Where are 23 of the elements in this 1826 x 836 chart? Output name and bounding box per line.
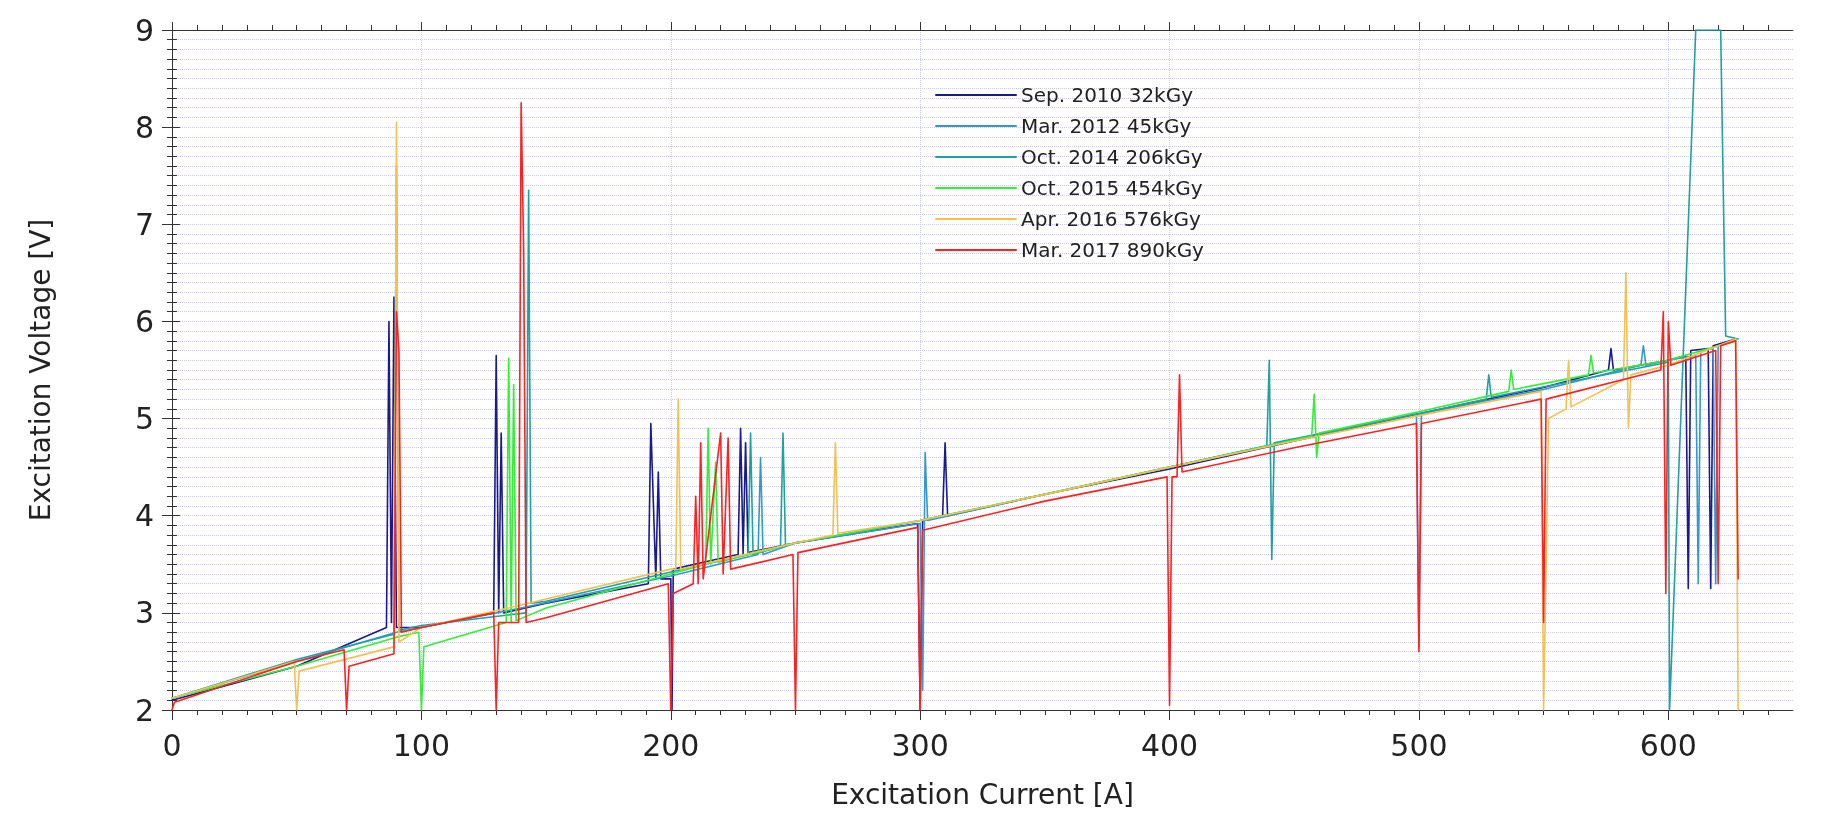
legend-label: Mar. 2017 890kGy bbox=[1021, 238, 1205, 262]
x-tick-label: 600 bbox=[1639, 727, 1697, 763]
y-tick-label: 6 bbox=[134, 303, 154, 339]
y-tick-label: 4 bbox=[134, 498, 154, 534]
y-axis-title: Excitation Voltage [V] bbox=[23, 218, 57, 522]
x-axis-title: Excitation Current [A] bbox=[831, 777, 1134, 811]
y-tick-label: 2 bbox=[134, 692, 154, 728]
x-tick-label: 300 bbox=[891, 727, 949, 763]
legend-label: Oct. 2014 206kGy bbox=[1021, 145, 1203, 169]
y-tick-label: 9 bbox=[134, 12, 154, 48]
x-tick-label: 500 bbox=[1390, 727, 1448, 763]
legend-label: Sep. 2010 32kGy bbox=[1021, 83, 1194, 107]
x-tick-label: 100 bbox=[392, 727, 451, 763]
x-tick-label: 0 bbox=[162, 727, 182, 763]
legend-label: Mar. 2012 45kGy bbox=[1021, 114, 1192, 138]
x-tick-label: 200 bbox=[642, 727, 700, 763]
legend-label: Apr. 2016 576kGy bbox=[1021, 207, 1201, 231]
y-tick-label: 8 bbox=[134, 109, 154, 145]
x-tick-label: 400 bbox=[1140, 727, 1199, 763]
y-tick-label: 3 bbox=[134, 595, 154, 631]
y-tick-label: 7 bbox=[134, 206, 154, 242]
y-tick-label: 5 bbox=[134, 401, 154, 437]
legend-label: Oct. 2015 454kGy bbox=[1021, 176, 1203, 200]
